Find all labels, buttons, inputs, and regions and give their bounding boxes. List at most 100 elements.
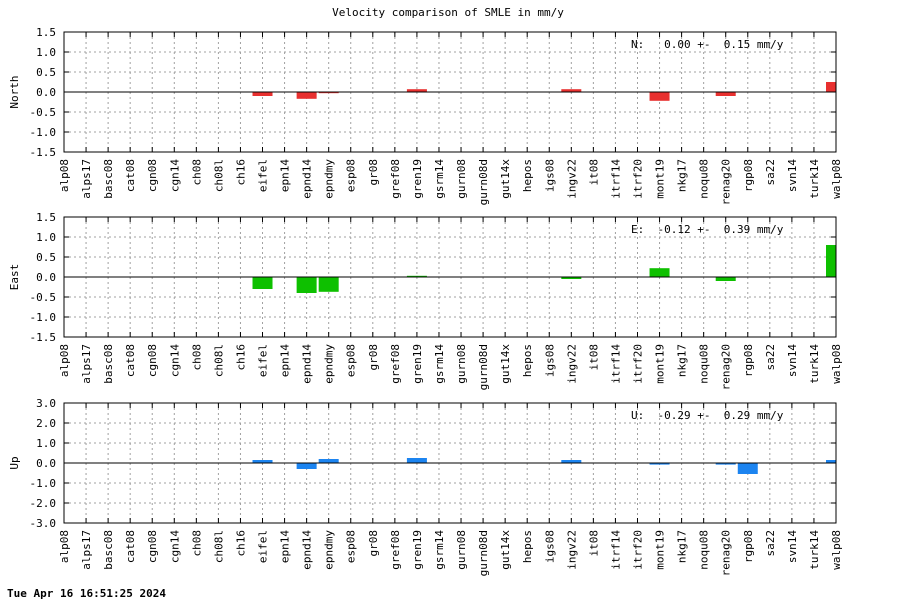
- x-category-label: nkg17: [676, 530, 689, 563]
- x-category-label: walp08: [830, 159, 843, 199]
- x-category-label: cgn08: [146, 159, 159, 192]
- x-category-label: itrf14: [609, 344, 622, 384]
- x-category-label: basc08: [102, 344, 115, 384]
- x-category-label: cgn08: [146, 344, 159, 377]
- stat-annotation: N: 0.00 +- 0.15 mm/y: [631, 38, 784, 51]
- y-tick-label: -1.0: [30, 477, 57, 490]
- x-category-label: esp08: [345, 344, 358, 377]
- chart-title: Velocity comparison of SMLE in mm/y: [332, 6, 564, 19]
- x-category-label: alps17: [80, 159, 93, 199]
- y-tick-label: -3.0: [30, 517, 57, 530]
- x-category-label: gut14x: [499, 159, 512, 199]
- x-category-label: eifel: [257, 159, 270, 192]
- x-category-label: gurn08d: [477, 159, 490, 205]
- x-category-label: ch16: [234, 530, 247, 557]
- x-category-label: sa22: [764, 344, 777, 371]
- bar-renag20: [715, 92, 736, 96]
- x-category-label: cat08: [124, 159, 137, 192]
- bar-mont19: [649, 268, 670, 277]
- x-category-label: itrf14: [609, 530, 622, 570]
- x-category-label: svn14: [786, 344, 799, 377]
- x-category-label: ingv22: [565, 344, 578, 384]
- x-category-label: epnd14: [301, 159, 314, 199]
- y-tick-label: 0.0: [36, 86, 56, 99]
- x-category-label: gsrm14: [433, 530, 446, 570]
- bar-epndmy: [318, 277, 339, 292]
- x-category-label: mont19: [654, 159, 667, 199]
- x-category-label: nkg17: [676, 344, 689, 377]
- x-category-label: it08: [587, 530, 600, 557]
- bar-mont19: [649, 463, 670, 465]
- x-category-label: itrf20: [631, 530, 644, 570]
- bar-gren19: [406, 89, 427, 92]
- bar-eifel: [252, 460, 273, 463]
- x-category-label: gr08: [367, 159, 380, 186]
- bar-gren19: [406, 458, 427, 463]
- y-tick-label: -1.5: [30, 146, 57, 159]
- x-category-label: cat08: [124, 344, 137, 377]
- y-axis-label: Up: [8, 456, 21, 469]
- timestamp: Tue Apr 16 16:51:25 2024: [7, 587, 166, 600]
- x-category-label: renag20: [720, 530, 733, 576]
- x-category-label: epnd14: [301, 530, 314, 570]
- x-category-label: noqu08: [698, 159, 711, 199]
- x-category-label: alps17: [80, 344, 93, 384]
- x-category-label: hepos: [521, 344, 534, 377]
- bar-ingv22: [561, 460, 582, 463]
- y-axis-label: East: [8, 264, 21, 291]
- y-tick-label: -1.0: [30, 311, 57, 324]
- x-category-label: gurn08d: [477, 530, 490, 576]
- x-category-label: gren19: [411, 530, 424, 570]
- x-category-label: gr08: [367, 344, 380, 371]
- x-category-label: rgp08: [742, 159, 755, 192]
- x-category-label: sa22: [764, 159, 777, 186]
- y-tick-label: -0.5: [30, 106, 57, 119]
- x-category-label: gref08: [389, 159, 402, 199]
- x-category-label: epn14: [279, 344, 292, 377]
- x-category-label: ch08: [190, 159, 203, 186]
- x-category-label: mont19: [654, 344, 667, 384]
- x-category-label: mont19: [654, 530, 667, 570]
- x-category-label: igs08: [543, 530, 556, 563]
- y-tick-label: 0.0: [36, 271, 56, 284]
- x-category-label: gurn08: [455, 159, 468, 199]
- x-category-label: alps17: [80, 530, 93, 570]
- plot-frame: [63, 31, 837, 153]
- x-category-label: gurn08: [455, 530, 468, 570]
- x-category-label: rgp08: [742, 344, 755, 377]
- x-category-label: basc08: [102, 159, 115, 199]
- x-category-label: igs08: [543, 159, 556, 192]
- bar-renag20: [715, 277, 736, 281]
- x-category-label: walp08: [830, 344, 843, 384]
- plot-frame: [63, 402, 837, 524]
- x-category-label: igs08: [543, 344, 556, 377]
- bar-epnd14: [296, 92, 317, 99]
- y-axis-label: North: [8, 75, 21, 108]
- x-category-label: gsrm14: [433, 344, 446, 384]
- x-category-label: ch08l: [212, 344, 225, 377]
- x-category-label: gr08: [367, 530, 380, 557]
- x-category-label: cgn14: [168, 530, 181, 563]
- x-category-label: itrf20: [631, 159, 644, 199]
- x-category-label: hepos: [521, 530, 534, 563]
- x-category-label: nkg17: [676, 159, 689, 192]
- x-category-label: epn14: [279, 159, 292, 192]
- x-category-label: walp08: [830, 530, 843, 570]
- y-tick-label: 3.0: [36, 397, 56, 410]
- x-category-label: ch16: [234, 344, 247, 371]
- x-category-label: alp08: [58, 344, 71, 377]
- y-tick-label: -1.5: [30, 331, 57, 344]
- y-tick-label: 0.5: [36, 251, 56, 264]
- x-category-label: noqu08: [698, 530, 711, 570]
- bar-walp08: [826, 460, 836, 463]
- x-category-label: gren19: [411, 344, 424, 384]
- y-tick-label: -0.5: [30, 291, 57, 304]
- x-category-label: epndmy: [323, 530, 336, 570]
- bar-ingv22: [561, 89, 582, 92]
- bar-eifel: [252, 277, 273, 289]
- x-category-label: itrf20: [631, 344, 644, 384]
- x-category-label: esp08: [345, 530, 358, 563]
- x-category-label: sa22: [764, 530, 777, 557]
- x-category-label: gut14x: [499, 530, 512, 570]
